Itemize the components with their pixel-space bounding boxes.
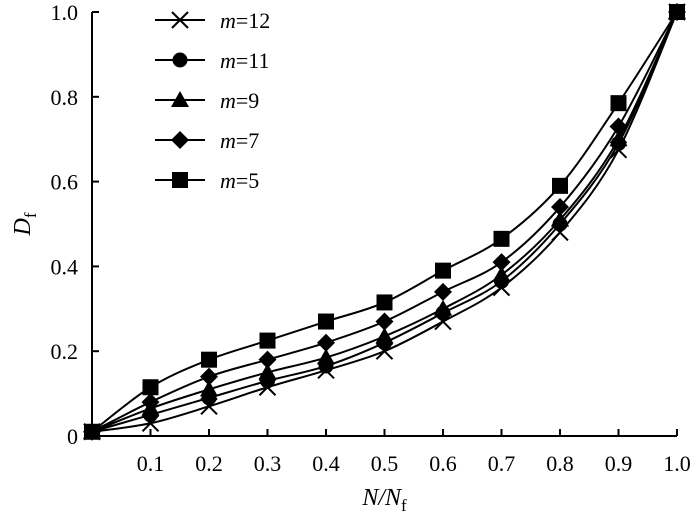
x-tick-label: 1.0 [663, 451, 691, 476]
legend-marker [172, 172, 188, 188]
data-point [142, 379, 159, 396]
data-point [376, 294, 393, 311]
data-point [317, 333, 335, 352]
series-line [91, 11, 678, 433]
y-axis-label-main: D [10, 218, 36, 236]
y-tick-label: 0.6 [51, 170, 79, 195]
x-tick-label: 0.3 [254, 451, 282, 476]
data-point [492, 253, 511, 272]
data-point [669, 4, 685, 20]
legend-item: m=11 [155, 48, 269, 73]
legend-label-var: m [220, 8, 236, 33]
y-tick-label: 0.4 [51, 254, 79, 279]
series-triangle [83, 3, 686, 439]
x-tick-label: 0.7 [488, 451, 516, 476]
data-point [200, 380, 218, 397]
legend-label-value: =5 [236, 168, 259, 193]
data-point [258, 350, 277, 369]
data-point [318, 313, 334, 330]
y-axis-label: Df [10, 212, 40, 236]
legend-marker [172, 52, 188, 68]
data-point [84, 423, 100, 440]
series-layer [83, 3, 686, 441]
data-point [317, 348, 335, 365]
y-tick-label: 0 [67, 424, 78, 449]
legend-label-var: m [220, 128, 236, 153]
series-line [91, 11, 678, 433]
data-point [609, 117, 628, 136]
data-point [492, 265, 511, 282]
data-point [609, 130, 628, 147]
x-axis-label-sub: f [401, 496, 407, 515]
data-point [435, 262, 451, 279]
legend-label-var: m [220, 88, 236, 113]
x-tick-label: 0.4 [312, 451, 340, 476]
legend-marker [171, 131, 189, 149]
data-point [434, 282, 452, 301]
data-point [200, 367, 218, 386]
legend-marker [171, 91, 189, 107]
x-axis-label-main: N/N [361, 485, 403, 511]
data-point [552, 177, 568, 194]
legend-label-value: =9 [236, 88, 259, 113]
x-tick-label: 0.2 [195, 451, 223, 476]
legend-item: m=5 [155, 168, 259, 193]
series-line [91, 11, 678, 433]
marker-stroke [171, 11, 189, 29]
legend-label-value: =7 [236, 128, 259, 153]
data-point [258, 363, 277, 380]
data-point [493, 230, 510, 247]
series-square [84, 4, 685, 440]
x-tick-label: 0.9 [605, 451, 633, 476]
x-tick-label: 0.1 [137, 451, 165, 476]
data-point [375, 327, 394, 344]
y-tick-label: 0.8 [51, 85, 79, 110]
legend-item: m=9 [155, 88, 259, 113]
x-tick-label: 0.8 [546, 451, 574, 476]
y-axis-label-sub: f [21, 212, 40, 218]
data-point [434, 299, 452, 316]
legend-label-value: =12 [236, 8, 270, 33]
legend-label: m=12 [220, 8, 270, 33]
y-tick-label: 1.0 [51, 0, 79, 25]
data-point [375, 312, 394, 331]
x-tick-label: 0.5 [371, 451, 399, 476]
data-point [551, 198, 569, 217]
legend-label-var: m [220, 48, 236, 73]
legend-item: m=7 [155, 128, 259, 153]
legend: m=12m=11m=9m=7m=5 [155, 8, 270, 193]
legend-label-value: =11 [236, 48, 270, 73]
legend-item: m=12 [155, 8, 270, 33]
data-point [551, 210, 569, 227]
legend-label: m=9 [220, 88, 259, 113]
series-line [91, 11, 678, 433]
data-point [610, 95, 627, 112]
legend-label-var: m [220, 168, 236, 193]
legend-marker [171, 11, 189, 29]
x-tick-label: 0.6 [429, 451, 457, 476]
y-tick-label: 0.2 [51, 339, 79, 364]
x-axis-label: N/Nf [361, 485, 407, 515]
legend-label: m=7 [220, 128, 259, 153]
data-point [201, 351, 217, 368]
ticks: 0.1 0.2 0.3 0.4 0.5 0.6 0.7 0.8 0.9 1.0 0 0.2 0.4 0.6… [51, 0, 691, 476]
data-point [141, 393, 160, 412]
series-line [91, 11, 678, 433]
legend-label: m=11 [220, 48, 269, 73]
data-point [259, 332, 276, 349]
legend-label: m=5 [220, 168, 259, 193]
